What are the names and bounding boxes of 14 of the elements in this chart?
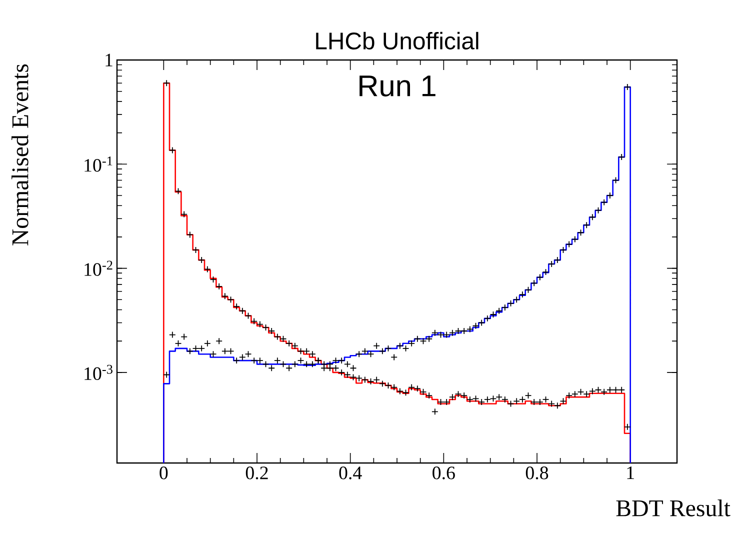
x-tick-label: 0.4: [339, 466, 362, 480]
y-axis-title: Normalised Events: [12, 64, 28, 246]
x-tick-label: 0.8: [526, 466, 548, 480]
y-tick-label: 1: [106, 54, 112, 66]
y-tick-label: 10$^{-1}$: [84, 156, 112, 172]
x-tick-label: 0: [160, 466, 168, 480]
chart-title: LHCb Unofficial: [316, 32, 478, 50]
x-axis-title: BDT Result: [616, 500, 730, 516]
annotation: Run 1: [360, 76, 436, 96]
x-tick-label: 0.2: [246, 466, 268, 480]
y-tick-label: 10$^{-3}$: [84, 364, 112, 380]
y-tick-label: 10$^{-2}$: [84, 260, 112, 276]
x-tick-label: 1: [627, 466, 634, 480]
x-tick-label: 0.6: [432, 466, 455, 480]
